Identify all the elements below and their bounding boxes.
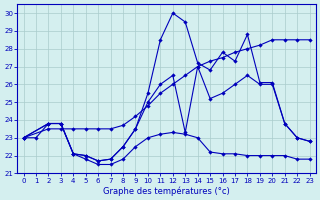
X-axis label: Graphe des températures (°c): Graphe des températures (°c)	[103, 186, 230, 196]
